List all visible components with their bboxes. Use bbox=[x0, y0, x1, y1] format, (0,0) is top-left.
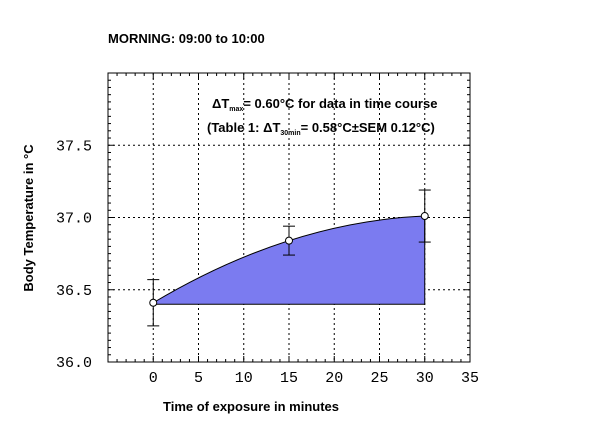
axis-ticks bbox=[107, 72, 471, 363]
y-axis-title: Body Temperature in °C bbox=[21, 144, 36, 292]
y-tick-label: 36.0 bbox=[56, 355, 92, 372]
x-tick-label: 20 bbox=[325, 370, 343, 387]
x-tick-label: 10 bbox=[235, 370, 253, 387]
x-tick-label: 30 bbox=[416, 370, 434, 387]
x-tick-label: 5 bbox=[194, 370, 203, 387]
data-point bbox=[149, 298, 158, 307]
x-axis-title: Time of exposure in minutes bbox=[163, 399, 339, 414]
y-tick-label: 37.5 bbox=[56, 138, 92, 155]
x-tick-label: 0 bbox=[149, 370, 158, 387]
x-tick-label: 25 bbox=[370, 370, 388, 387]
data-points bbox=[149, 212, 429, 307]
annotation-line-2: (Table 1: ΔT30min= 0.58°C±SEM 0.12°C) bbox=[207, 120, 435, 137]
y-tick-label: 36.5 bbox=[56, 283, 92, 300]
data-point bbox=[285, 236, 293, 245]
x-tick-label: 35 bbox=[461, 370, 479, 387]
tick-labels: 0 5 10 15 20 25 30 35 36.0 36.5 37.0 37.5 bbox=[56, 138, 479, 387]
chart-title: MORNING: 09:00 to 10:00 bbox=[108, 31, 265, 46]
x-tick-label: 15 bbox=[280, 370, 298, 387]
annotation-line-1: ΔTmax= 0.60°C for data in time course bbox=[212, 96, 437, 113]
data-point bbox=[420, 212, 429, 221]
y-tick-label: 37.0 bbox=[56, 211, 92, 228]
